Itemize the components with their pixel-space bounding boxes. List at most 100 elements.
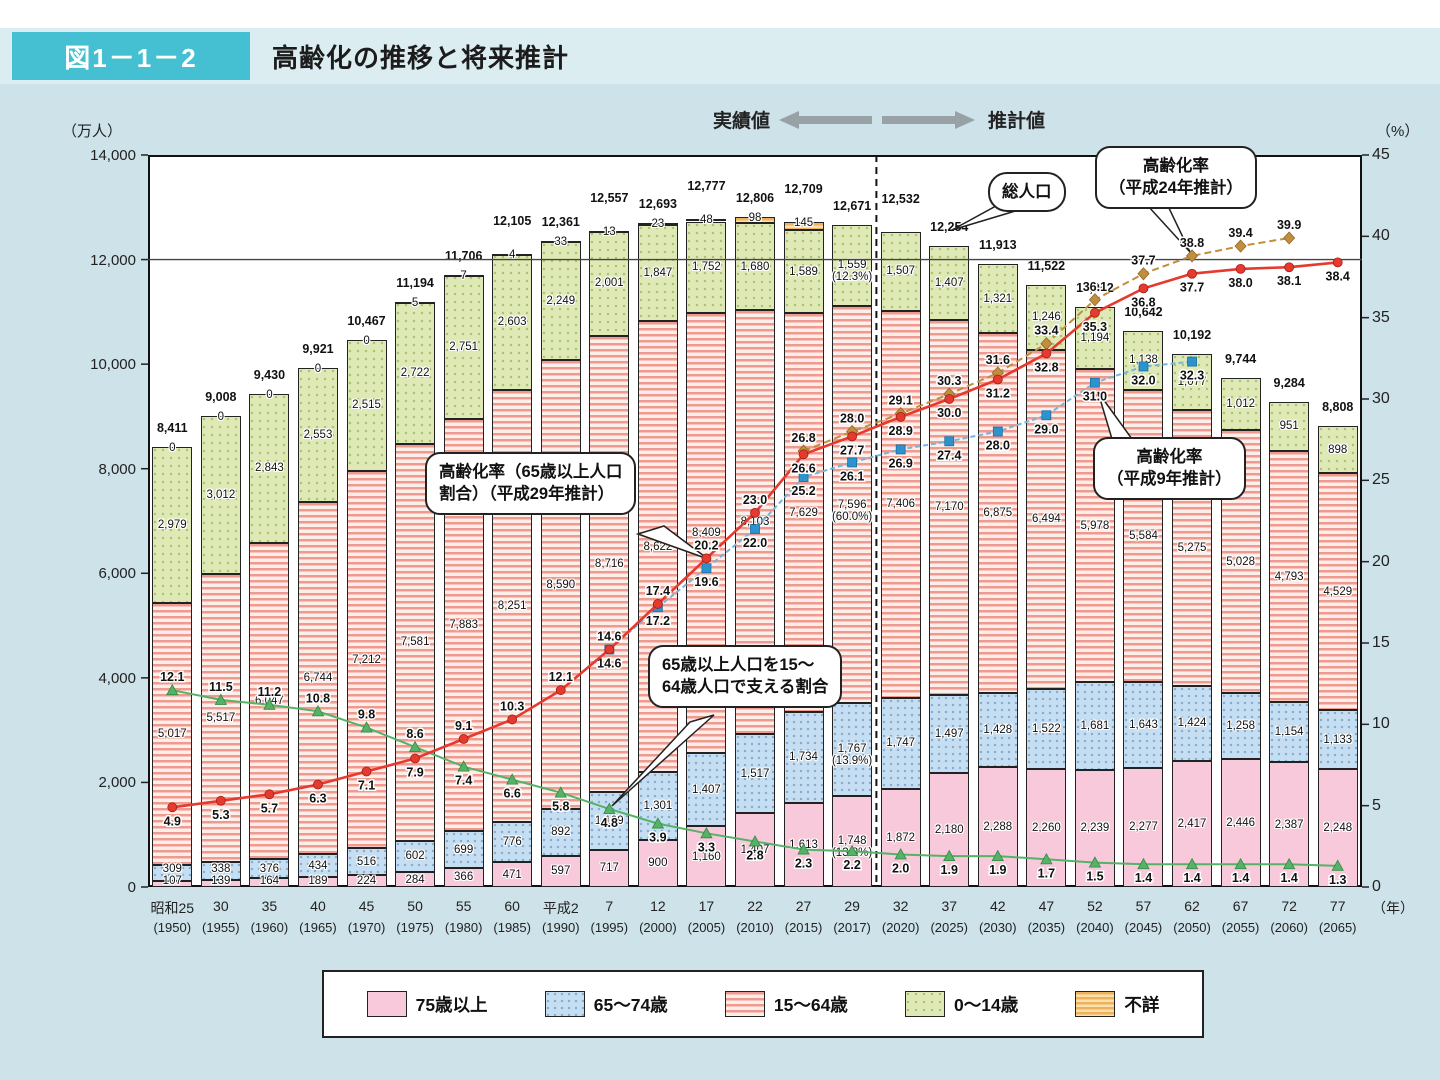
x-tick-year: (1995) [590, 920, 629, 935]
x-tick-era: 35 [261, 898, 278, 914]
legend-label: 65～74歳 [593, 994, 668, 1015]
x-tick-era: 72 [1281, 898, 1297, 914]
x-tick-era: 67 [1232, 898, 1249, 914]
legend-item-p0_14: 0～14歳 [905, 991, 1018, 1017]
x-tick-era: 77 [1329, 898, 1346, 914]
legend: 75歳以上 65～74歳 15～64歳 0～14歳 不詳 [322, 970, 1204, 1038]
y-tick-right: 5 [1372, 796, 1381, 814]
x-tick-era: 45 [358, 898, 375, 914]
y-tick-right: 35 [1372, 308, 1390, 326]
callout-total-population: 総人口 [988, 172, 1066, 213]
callout-line: 64歳人口で支える割合 [662, 678, 829, 697]
x-tick-era: 平成2 [542, 900, 579, 916]
x-tick-year: (2055) [1221, 920, 1260, 935]
x-tick-year: (2010) [736, 920, 774, 935]
y-tick-right: 45 [1372, 146, 1390, 163]
figure-title: 高齢化の推移と将来推計 [272, 42, 570, 73]
x-tick-era: 7 [605, 898, 614, 914]
x-tick-year: (1985) [493, 920, 531, 935]
x-tick-year: (2040) [1076, 920, 1114, 935]
x-tick-year: (1975) [396, 920, 434, 935]
x-tick-era: 30 [213, 898, 229, 914]
legend-label: 75歳以上 [415, 994, 488, 1015]
x-tick-year: (2015) [784, 920, 823, 935]
x-tick-era: 47 [1038, 898, 1055, 914]
y-tick-left: 4,000 [98, 669, 136, 687]
x-tick-era: 55 [455, 898, 472, 914]
callout-aging-rate-h29: 高齢化率（65歳以上人口 割合）（平成29年推計） [425, 452, 637, 515]
x-tick-year: (1950) [153, 920, 192, 935]
legend-item-p75: 75歳以上 [366, 991, 488, 1017]
estimate-arrowhead [955, 111, 975, 129]
legend-swatch-p0_14 [905, 991, 945, 1017]
x-tick-year: (2060) [1270, 920, 1308, 935]
x-tick-era: 12 [650, 898, 666, 914]
x-tick-era: 57 [1135, 898, 1152, 914]
x-tick-era: 40 [310, 898, 326, 914]
actual-arrowhead [779, 111, 799, 129]
legend-swatch-unknown [1075, 991, 1116, 1017]
x-tick-year: (1970) [347, 920, 386, 935]
callout-aging-rate-h9: 高齢化率 （平成9年推計） [1093, 437, 1246, 500]
legend-item-p15_64: 15～64歳 [724, 991, 848, 1017]
y-tick-left: 6,000 [98, 565, 136, 583]
x-tick-year: (2065) [1318, 920, 1357, 935]
x-tick-era: 29 [844, 898, 860, 914]
y-tick-right: 25 [1372, 471, 1390, 489]
top-white-strip [0, 0, 1440, 28]
x-tick-year: (2030) [979, 920, 1017, 935]
plot-area [148, 155, 1362, 887]
x-tick-year: (2035) [1027, 920, 1066, 935]
callout-line: 高齢化率（65歳以上人口 [439, 463, 623, 481]
y-tick-right: 0 [1372, 878, 1381, 895]
callout-line: 65歳以上人口を15～ [662, 656, 815, 674]
x-tick-year: (1955) [202, 920, 240, 935]
x-tick-era: 60 [504, 898, 520, 914]
x-tick-year: (2017) [833, 920, 871, 935]
legend-label: 不詳 [1124, 994, 1160, 1015]
x-tick-era: 42 [990, 898, 1006, 914]
figure-number-badge: 図1－1－2 [12, 32, 250, 80]
legend-swatch-p15_64 [724, 991, 765, 1017]
x-tick-era: 22 [747, 898, 763, 914]
callout-line: 総人口 [1002, 183, 1052, 201]
callout-support-ratio: 65歳以上人口を15～ 64歳人口で支える割合 [648, 645, 843, 708]
callout-line: 割合）（平成29年推計） [439, 485, 615, 504]
x-tick-era: 32 [892, 898, 909, 914]
y-tick-left: 8,000 [98, 460, 136, 478]
x-tick-era: 昭和25 [150, 900, 195, 916]
y-tick-right: 20 [1372, 552, 1390, 570]
y-tick-left: 0 [127, 879, 136, 896]
x-tick-year: (2005) [687, 920, 726, 935]
x-tick-era: 52 [1087, 898, 1103, 914]
x-tick-year: (1965) [299, 920, 337, 935]
callout-line: 高齢化率 [1142, 157, 1209, 175]
y-tick-right: 15 [1372, 634, 1390, 651]
legend-item-unknown: 不詳 [1075, 991, 1159, 1017]
x-tick-year: (1960) [250, 920, 289, 935]
y-tick-right: 30 [1372, 390, 1390, 407]
callout-aging-rate-h24: 高齢化率 （平成24年推計） [1095, 146, 1257, 209]
estimate-label: 推計値 [988, 109, 1045, 132]
x-tick-year: (2050) [1173, 920, 1211, 935]
y-tick-left: 14,000 [90, 147, 136, 164]
x-axis-unit: （年） [1372, 900, 1414, 916]
y-tick-right: 40 [1372, 227, 1390, 245]
x-tick-year: (2000) [639, 920, 677, 935]
y-tick-left: 2,000 [98, 774, 136, 792]
x-tick-year: (2025) [930, 920, 969, 935]
x-tick-era: 62 [1184, 898, 1200, 914]
x-tick-era: 50 [407, 898, 423, 914]
left-axis-unit: （万人） [62, 123, 123, 140]
x-tick-year: (1990) [541, 920, 580, 935]
x-tick-year: (1980) [444, 920, 483, 935]
callout-line: 高齢化率 [1136, 448, 1203, 466]
callout-line: （平成24年推計） [1109, 179, 1243, 198]
x-tick-era: 27 [795, 898, 812, 914]
x-tick-era: 37 [941, 898, 958, 914]
x-tick-year: (2045) [1124, 920, 1163, 935]
x-tick-era: 17 [698, 898, 715, 914]
legend-label: 15～64歳 [773, 994, 848, 1015]
x-tick-year: (2020) [881, 920, 920, 935]
